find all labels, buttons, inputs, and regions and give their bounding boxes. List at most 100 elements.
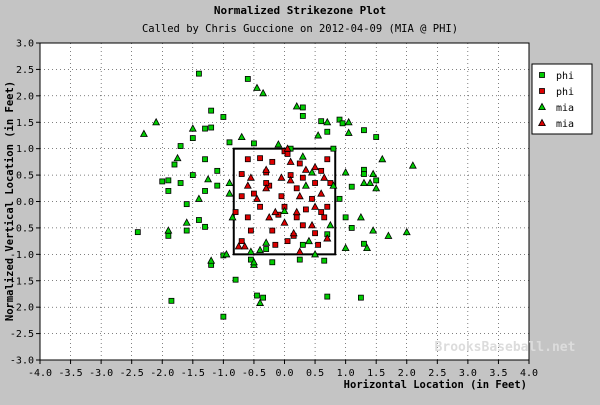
pitch-phi-green-square	[321, 257, 328, 264]
chart-subtitle: Called by Chris Guccione on 2012-04-09 (…	[142, 23, 458, 35]
pitch-phi-green-square	[336, 195, 343, 202]
y-tick-label: -1.0	[10, 250, 34, 261]
pitch-mia-red-triangle	[311, 162, 320, 171]
pitch-phi-green-square	[220, 114, 227, 120]
pitch-phi-red-square	[244, 156, 251, 163]
pitch-mia-red-triangle	[271, 207, 280, 216]
pitch-phi-green-square	[202, 223, 208, 230]
y-tick-label: 2.0	[16, 91, 34, 102]
pitch-phi-red-square	[269, 227, 276, 234]
y-tick-label: 2.5	[16, 65, 34, 76]
pitch-phi-green-square	[214, 167, 221, 174]
pitch-phi-green-square	[361, 171, 367, 177]
pitch-phi-red-square	[302, 206, 309, 213]
pitch-phi-green-square	[232, 276, 239, 283]
pitch-phi-red-square	[247, 227, 254, 234]
pitch-mia-green-triangle	[314, 131, 323, 139]
pitch-phi-green-square	[177, 143, 184, 149]
y-axis-ticks: 3.0 2.5 2.0 1.5 1.0 0.5 0.0 -0.5 -1.0 -1.5 -2.0 -2.…	[10, 39, 40, 367]
pitch-mia-red-triangle	[286, 157, 295, 165]
pitch-mia-green-triangle	[173, 153, 182, 162]
pitch-phi-green-square	[269, 259, 276, 266]
pitch-mia-green-triangle	[207, 256, 216, 264]
pitch-phi-red-square	[312, 180, 318, 186]
pitch-phi-red-square	[238, 238, 245, 245]
pitch-mia-red-triangle	[295, 191, 304, 200]
pitch-mia-green-triangle	[329, 181, 338, 189]
x-tick-label: -2.5	[120, 368, 144, 379]
pitch-mia-green-triangle	[228, 213, 237, 221]
pitch-phi-red-square	[321, 214, 328, 221]
y-tick-label: -2.0	[10, 303, 34, 314]
y-tick-label: 1.5	[16, 118, 34, 129]
x-tick-label: 2.0	[398, 368, 416, 379]
x-tick-label: -0.5	[242, 368, 266, 379]
pitch-mia-green-triangle	[301, 181, 310, 189]
pitch-mia-red-triangle	[262, 183, 271, 192]
pitch-phi-green-square	[318, 118, 325, 125]
x-tick-label: -3.5	[59, 368, 83, 379]
pitch-mia-green-triangle	[384, 231, 393, 239]
pitch-mia-red-triangle	[277, 173, 286, 181]
pitch-mia-green-triangle	[408, 161, 417, 169]
pitch-mia-green-triangle	[341, 168, 350, 176]
pitch-phi-red-square	[324, 156, 331, 163]
pitch-mia-green-triangle	[372, 183, 381, 192]
x-tick-label: 3.0	[459, 368, 477, 379]
legend: phi phi mia mia	[531, 63, 593, 135]
pitch-mia-green-triangle	[359, 178, 368, 187]
x-tick-label: 4.0	[520, 368, 538, 379]
pitch-phi-green-square	[202, 188, 208, 194]
legend-marker	[538, 102, 546, 110]
legend-label: phi	[556, 71, 574, 82]
x-tick-label: 3.5	[489, 368, 507, 379]
y-tick-label: -0.5	[10, 223, 34, 234]
pitch-phi-red-square	[318, 167, 325, 174]
pitch-phi-green-square	[171, 161, 178, 168]
chart-title: Normalized Strikezone Plot	[214, 4, 386, 17]
pitch-mia-red-triangle	[234, 242, 243, 250]
pitch-phi-red-square	[296, 160, 303, 167]
pitch-phi-green-square	[244, 76, 251, 82]
x-tick-label: 1.5	[367, 368, 385, 379]
pitch-mia-red-triangle	[317, 189, 326, 197]
pitch-mia-green-triangle	[225, 178, 234, 187]
y-axis-label: Normalized Vertical Location (in Feet)	[4, 81, 16, 321]
y-tick-label: -2.5	[10, 329, 34, 340]
pitch-phi-green-square	[299, 113, 306, 119]
pitch-mia-green-triangle	[262, 238, 271, 246]
pitch-mia-green-triangle	[182, 218, 191, 226]
x-tick-label: -1.5	[181, 368, 205, 379]
pitch-phi-green-square	[208, 124, 215, 131]
y-tick-label: 3.0	[16, 39, 34, 50]
pitch-mia-green-triangle	[304, 236, 313, 245]
pitch-mia-green-triangle	[280, 206, 289, 215]
pitch-phi-green-square	[220, 313, 227, 320]
pitch-phi-red-square	[293, 185, 300, 192]
pitch-mia-red-triangle	[283, 144, 292, 152]
pitch-phi-green-square	[373, 134, 380, 140]
pitch-phi-green-square	[165, 232, 172, 239]
pitch-mia-green-triangle	[344, 117, 353, 126]
pitch-mia-green-triangle	[204, 174, 213, 183]
pitch-phi-red-square	[272, 241, 279, 248]
x-tick-label: 0.5	[306, 368, 324, 379]
x-axis-label: Horizontal Location (in Feet)	[344, 379, 527, 391]
pitch-phi-red-square	[244, 214, 251, 221]
pitch-mia-green-triangle	[139, 129, 148, 137]
pitch-phi-green-square	[260, 294, 267, 301]
y-tick-label: -3.0	[10, 356, 34, 367]
pitch-phi-red-square	[238, 193, 245, 200]
pitch-mia-red-triangle	[308, 220, 316, 229]
pitch-mia-red-triangle	[323, 234, 332, 242]
pitch-phi-green-square	[134, 229, 141, 236]
pitch-mia-green-triangle	[152, 117, 161, 126]
x-tick-label: 2.5	[428, 368, 446, 379]
pitch-phi-green-square	[299, 104, 306, 111]
pitch-mia-green-triangle	[341, 243, 350, 251]
pitch-mia-green-triangle	[246, 247, 255, 255]
pitch-mia-red-triangle	[262, 165, 271, 173]
pitch-phi-green-square	[177, 180, 184, 186]
pitch-phi-red-square	[299, 174, 306, 181]
